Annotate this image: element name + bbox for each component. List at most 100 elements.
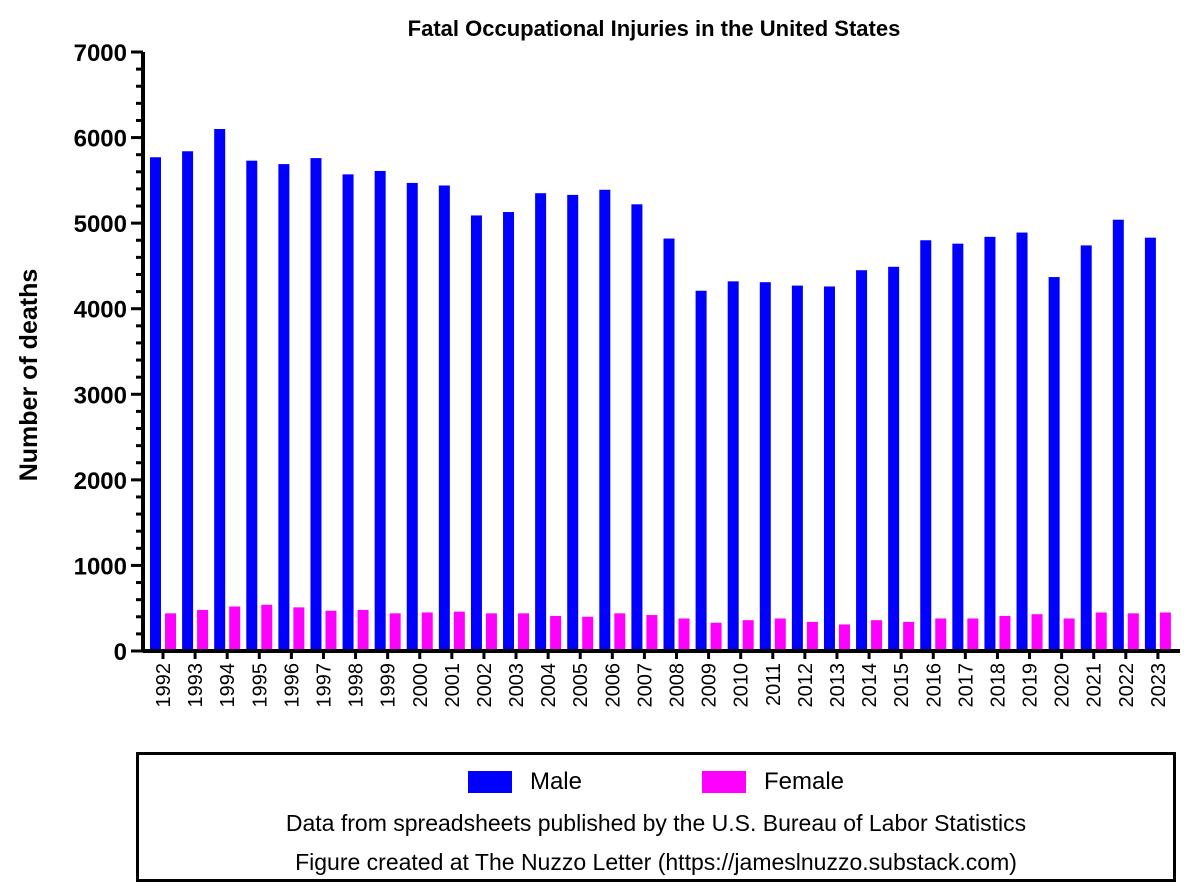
y-tick-label: 6000 xyxy=(74,126,127,153)
bar-male-2007 xyxy=(631,204,643,651)
bar-male-2011 xyxy=(759,282,771,651)
x-tick-label: 2020 xyxy=(1052,663,1074,708)
bar-male-2019 xyxy=(1016,232,1028,651)
x-tick-label: 2015 xyxy=(891,663,913,708)
x-tick-label: 2022 xyxy=(1116,663,1138,708)
bar-female-2011 xyxy=(774,618,786,651)
bar-female-2010 xyxy=(742,620,754,651)
x-tick-label: 1998 xyxy=(346,663,368,708)
y-tick-label: 0 xyxy=(114,639,127,666)
bar-male-2020 xyxy=(1048,277,1060,651)
bar-female-1994 xyxy=(229,606,241,651)
bar-chart: Fatal Occupational Injuries in the Unite… xyxy=(15,16,1180,708)
y-tick-label: 4000 xyxy=(74,297,127,324)
bar-male-2000 xyxy=(406,182,418,651)
bar-male-2005 xyxy=(567,194,579,651)
bar-female-2005 xyxy=(582,616,594,651)
bar-male-2008 xyxy=(663,238,675,651)
chart-title: Fatal Occupational Injuries in the Unite… xyxy=(408,16,901,41)
bar-male-2013 xyxy=(823,286,835,651)
bar-male-1994 xyxy=(214,129,226,651)
x-tick-label: 2023 xyxy=(1148,663,1170,708)
bar-female-2008 xyxy=(678,618,690,651)
x-tick-label: 2004 xyxy=(538,663,560,708)
x-tick-label: 2018 xyxy=(987,663,1009,708)
bar-male-2002 xyxy=(470,215,482,652)
x-axis: 1992 1993 1994 1995 1996 1997 1998 1999 2000 2001… xyxy=(143,649,1180,708)
bar-male-1998 xyxy=(342,174,354,652)
bar-female-1996 xyxy=(293,607,305,651)
x-tick-label: 2002 xyxy=(474,663,496,708)
bar-female-2000 xyxy=(421,612,433,651)
bar-female-2007 xyxy=(646,615,658,651)
bar-female-2021 xyxy=(1095,612,1107,651)
bar-female-2022 xyxy=(1127,613,1139,651)
bar-male-1996 xyxy=(278,164,290,651)
x-tick-label: 2009 xyxy=(699,663,721,708)
x-tick-label: 2007 xyxy=(634,663,656,708)
x-tick-label: 2010 xyxy=(731,663,753,708)
bar-male-1993 xyxy=(182,151,194,651)
legend-swatch-female xyxy=(702,771,746,793)
bar-female-1999 xyxy=(389,613,401,651)
x-tick-label: 2017 xyxy=(955,663,977,708)
x-tick-label: 2021 xyxy=(1084,663,1106,708)
y-tick-label: 7000 xyxy=(74,40,127,67)
bar-male-2016 xyxy=(920,240,932,651)
y-axis: 0 1000 2000 3000 4000 5000 6000 7000 xyxy=(74,40,145,666)
bar-female-2014 xyxy=(871,620,883,651)
x-tick-label: 2013 xyxy=(827,663,849,708)
x-tick-label: 2005 xyxy=(570,663,592,708)
bar-male-2006 xyxy=(599,189,611,651)
y-tick-label: 1000 xyxy=(74,553,127,580)
bar-female-1998 xyxy=(357,609,369,651)
y-tick-label: 3000 xyxy=(74,382,127,409)
legend-label-female: Female xyxy=(764,768,845,795)
bar-male-2009 xyxy=(695,290,707,651)
bar-male-1997 xyxy=(310,158,322,651)
x-tick-label: 1992 xyxy=(153,663,175,708)
bar-female-2001 xyxy=(453,611,465,651)
x-tick-label: 2008 xyxy=(667,663,689,708)
bar-female-2023 xyxy=(1159,612,1171,651)
bar-male-1999 xyxy=(374,170,386,652)
x-tick-label: 2011 xyxy=(763,663,785,706)
bar-male-1995 xyxy=(246,160,258,651)
y-axis-label: Number of deaths xyxy=(15,269,43,482)
y-tick-label: 5000 xyxy=(74,211,127,238)
bar-female-2018 xyxy=(999,615,1011,651)
bar-female-1995 xyxy=(261,604,273,651)
source-note: Data from spreadsheets published by the … xyxy=(285,810,1027,836)
bar-female-2019 xyxy=(1031,614,1043,651)
bar-female-2017 xyxy=(967,618,979,651)
legend-item-female: Female xyxy=(702,768,844,796)
bar-female-2009 xyxy=(710,622,722,651)
bar-male-2018 xyxy=(984,236,996,651)
y-tick-label: 2000 xyxy=(74,468,127,495)
x-tick-label: 2001 xyxy=(442,663,464,708)
bar-male-2023 xyxy=(1144,237,1156,651)
bar-female-1993 xyxy=(197,609,209,651)
bar-male-2014 xyxy=(856,270,868,651)
bar-female-2020 xyxy=(1063,618,1075,651)
x-tick-label: 2019 xyxy=(1020,663,1042,708)
legend-swatch-male xyxy=(467,771,512,793)
x-tick-label: 2003 xyxy=(506,663,528,708)
x-tick-label: 1993 xyxy=(185,663,207,708)
bar-male-2004 xyxy=(535,193,547,651)
bar-male-2001 xyxy=(438,185,450,651)
bar-female-2016 xyxy=(935,618,947,651)
bar-female-2013 xyxy=(838,624,850,651)
x-tick-label: 2006 xyxy=(602,663,624,708)
legend-label-male: Male xyxy=(529,768,582,795)
bar-male-2022 xyxy=(1112,219,1124,651)
x-tick-label: 2016 xyxy=(923,663,945,708)
bar-female-1992 xyxy=(165,613,176,651)
credit-note: Figure created at The Nuzzo Letter (http… xyxy=(295,849,1017,875)
bar-female-2002 xyxy=(485,613,497,651)
bar-female-2006 xyxy=(614,613,626,651)
bar-female-2004 xyxy=(550,615,562,651)
bar-male-2017 xyxy=(952,243,964,651)
bar-female-2012 xyxy=(806,621,818,651)
bar-female-2003 xyxy=(518,613,530,651)
